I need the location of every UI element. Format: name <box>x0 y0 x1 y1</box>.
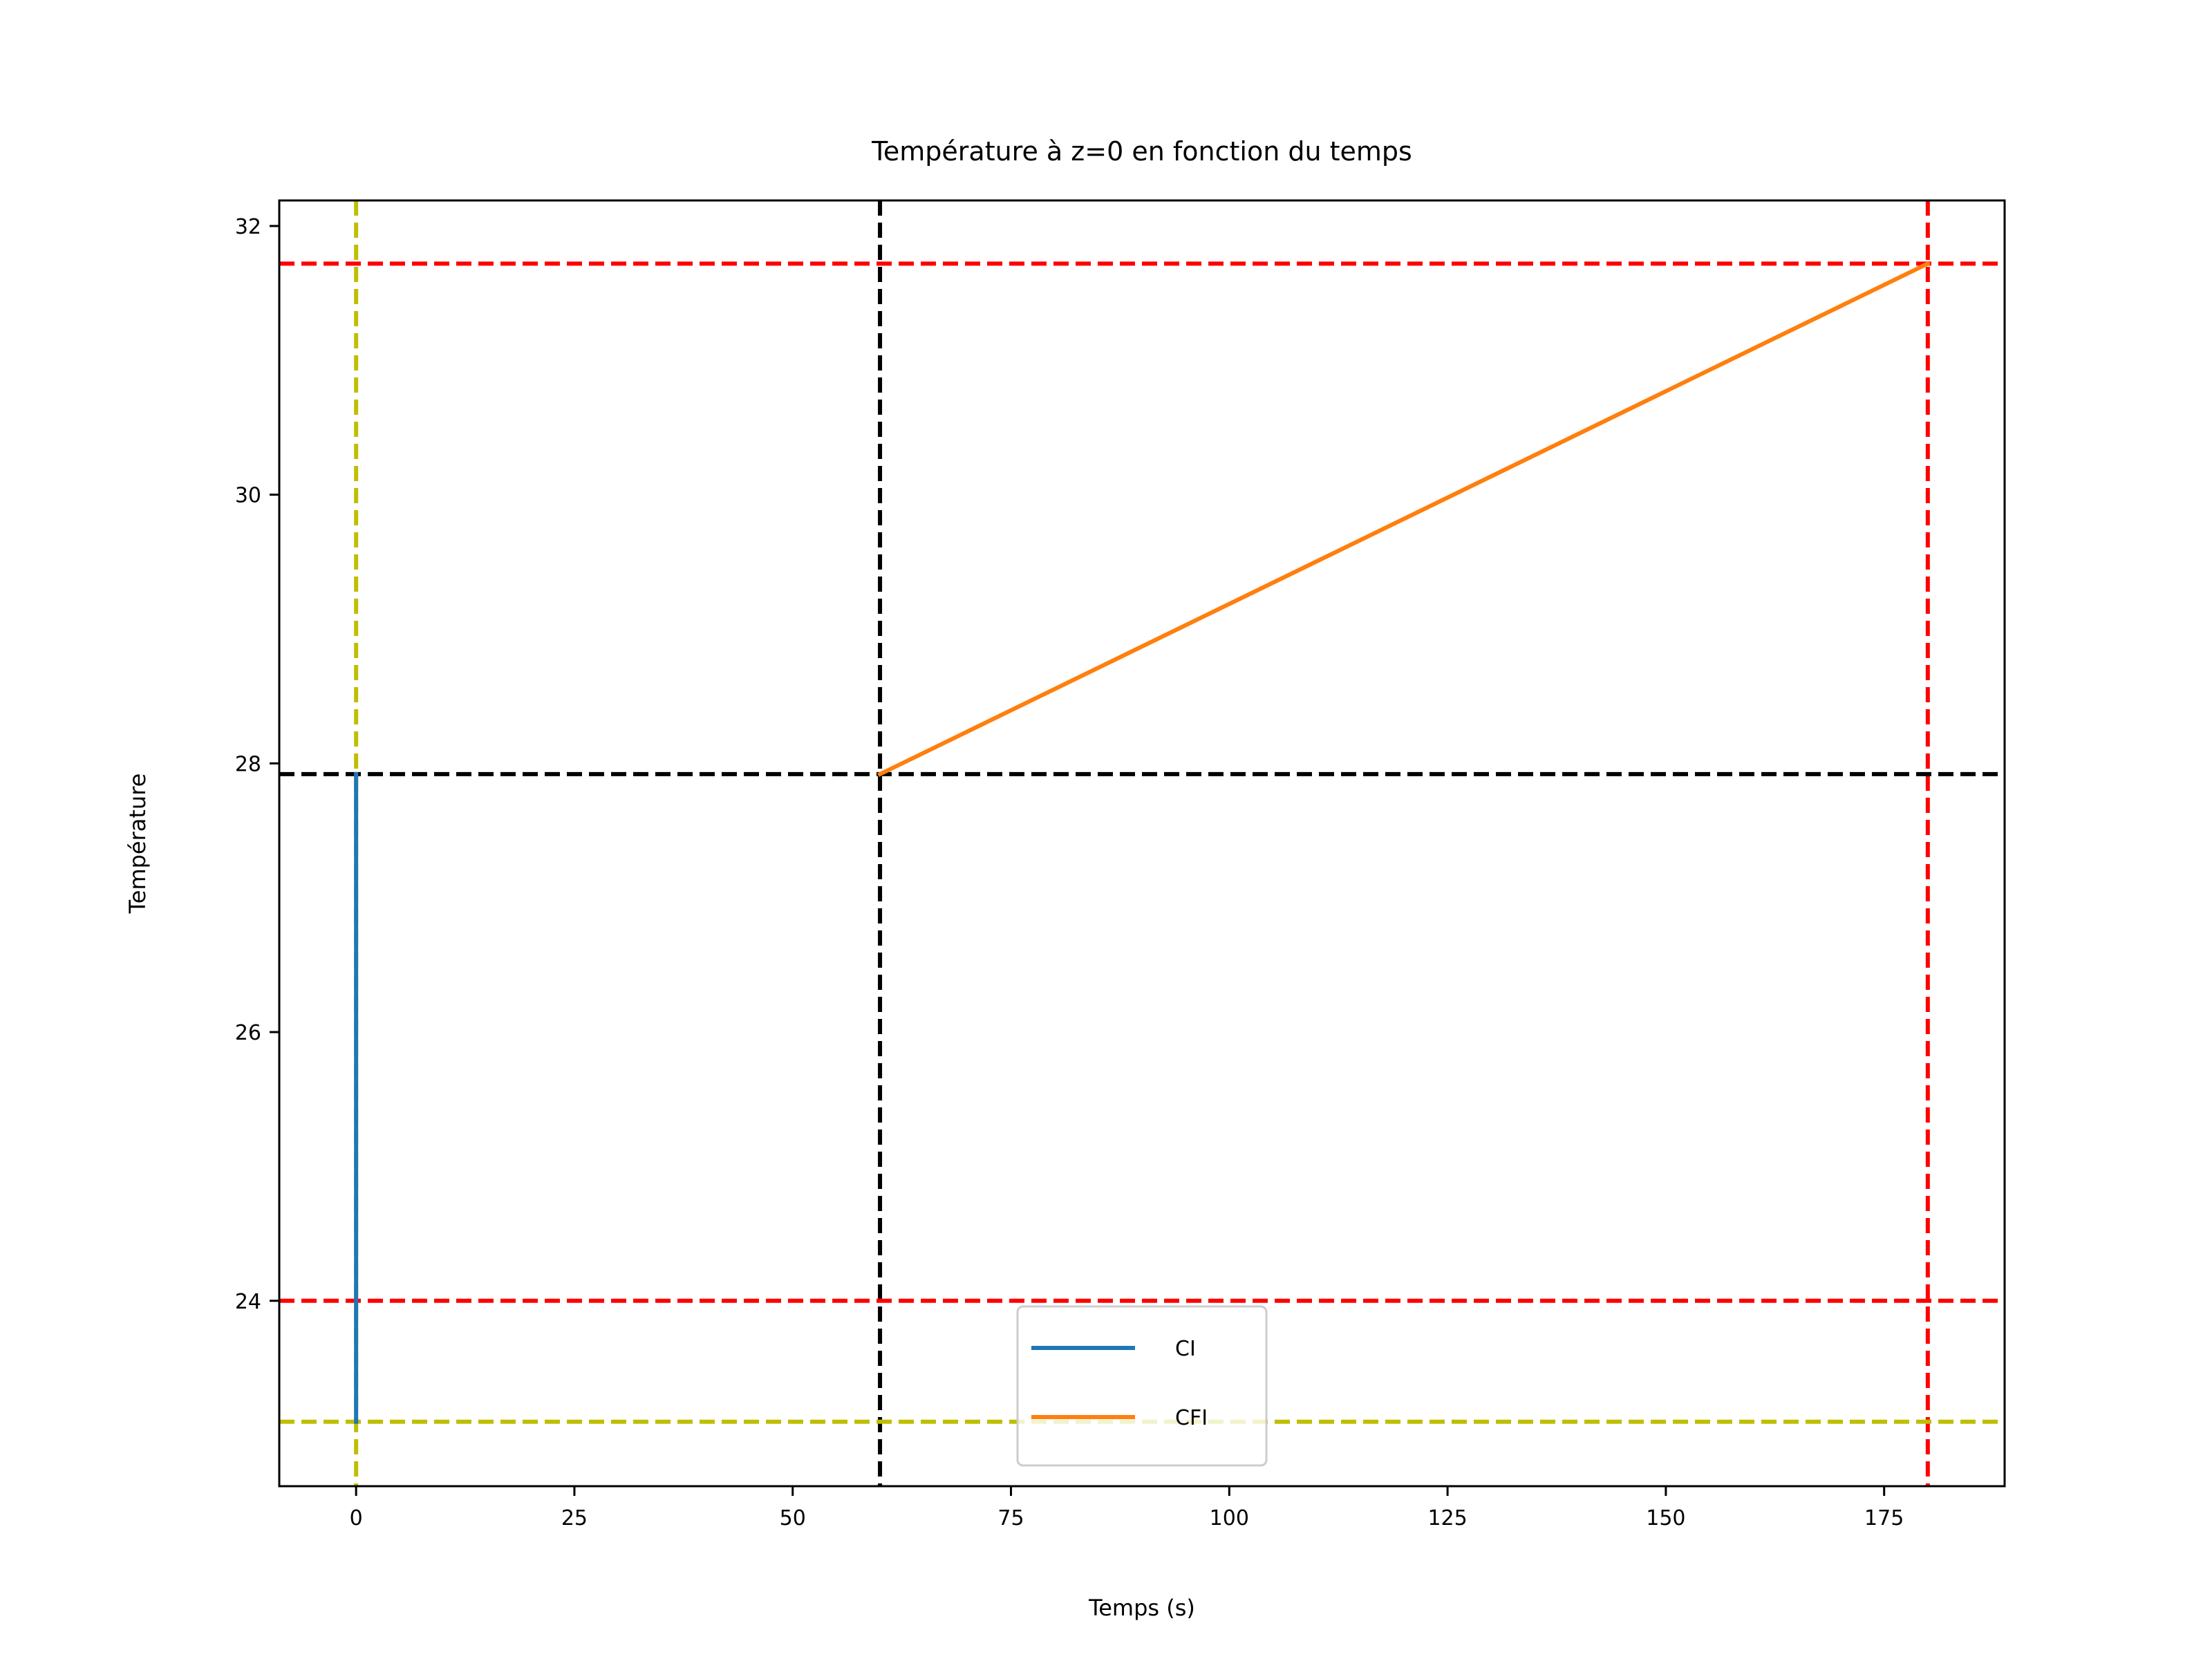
x-tick-label: 0 <box>350 1506 363 1530</box>
x-tick-label: 25 <box>561 1506 588 1530</box>
x-tick-label: 100 <box>1210 1506 1249 1530</box>
x-axis-ticks: 0 25 50 75 100 125 150 175 <box>350 1486 1904 1530</box>
series-lines <box>354 261 1931 1424</box>
plot-area <box>278 199 2006 1488</box>
y-tick-label: 30 <box>235 484 261 508</box>
legend-label-ci: CI <box>1175 1337 1196 1361</box>
x-tick-label: 125 <box>1427 1506 1467 1530</box>
y-tick-label: 32 <box>235 215 261 239</box>
x-tick-label: 75 <box>997 1506 1024 1530</box>
y-tick-label: 26 <box>235 1021 261 1045</box>
axes-background <box>279 200 2005 1486</box>
legend: CI CFI <box>1016 1305 1268 1467</box>
y-tick-label: 24 <box>235 1290 261 1314</box>
reference-lines <box>279 200 2005 1486</box>
x-tick-label: 50 <box>780 1506 806 1530</box>
y-axis-label: Température <box>124 774 151 915</box>
x-axis-label: Temps (s) <box>1088 1595 1195 1621</box>
chart-title: Température à z=0 en fonction du temps <box>871 136 1412 167</box>
y-tick-label: 28 <box>235 752 261 776</box>
y-axis-ticks: 24 26 28 30 32 <box>235 215 279 1314</box>
x-tick-label: 150 <box>1646 1506 1685 1530</box>
legend-label-cfi: CFI <box>1175 1406 1208 1430</box>
x-tick-label: 175 <box>1864 1506 1904 1530</box>
legend-box <box>1016 1305 1268 1467</box>
series-line-cfi <box>877 261 1931 777</box>
axes-frame <box>278 199 2006 1488</box>
